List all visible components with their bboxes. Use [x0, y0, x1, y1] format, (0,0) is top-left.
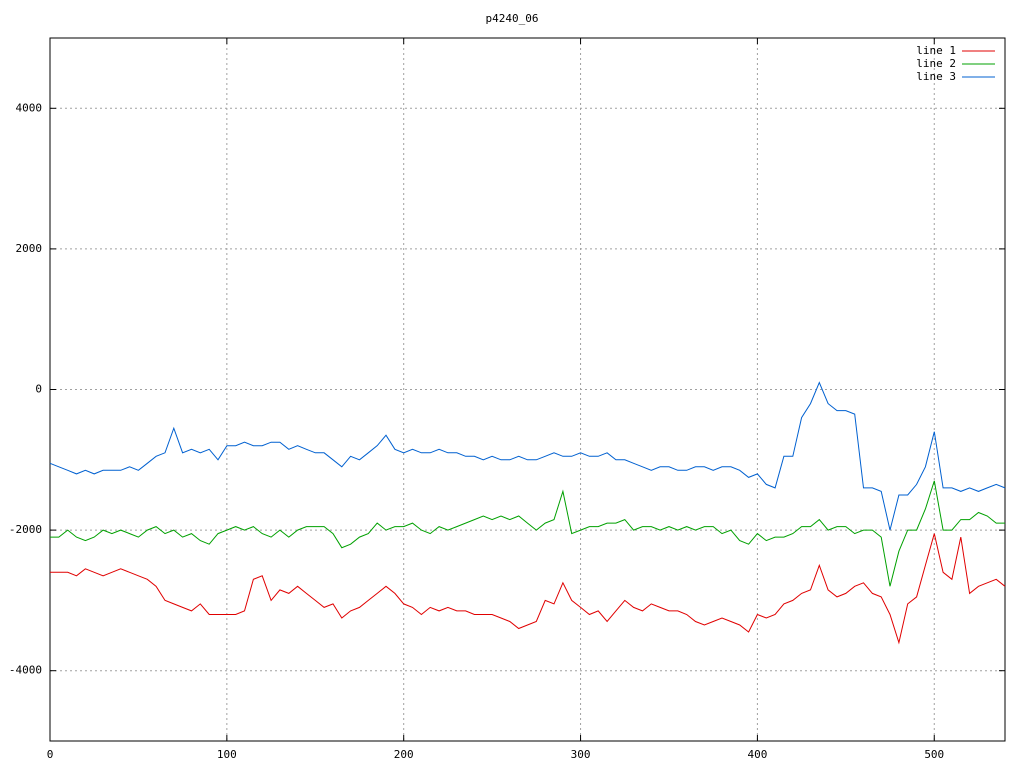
data-line: [49, 381, 1006, 531]
y-tick-label: 4000: [16, 101, 43, 114]
y-tick-label: 0: [35, 383, 42, 396]
legend-label: line 2: [916, 57, 956, 70]
plot-border: [49, 37, 1006, 742]
chart-title: p4240_06: [486, 12, 539, 25]
data-line: [50, 533, 1006, 645]
x-tick-label: 100: [217, 748, 237, 761]
y-tick-label: 2000: [16, 242, 43, 255]
x-tick-label: 200: [394, 748, 414, 761]
y-tick-label: -4000: [9, 664, 42, 677]
x-tick-label: 300: [571, 748, 591, 761]
legend-label: line 3: [916, 70, 956, 83]
x-tick-label: 0: [47, 748, 54, 761]
x-tick-label: 400: [747, 748, 767, 761]
x-tick-label: 500: [924, 748, 944, 761]
y-tick-label: -2000: [9, 523, 42, 536]
legend-label: line 1: [916, 44, 956, 57]
data-line: [50, 480, 1005, 587]
